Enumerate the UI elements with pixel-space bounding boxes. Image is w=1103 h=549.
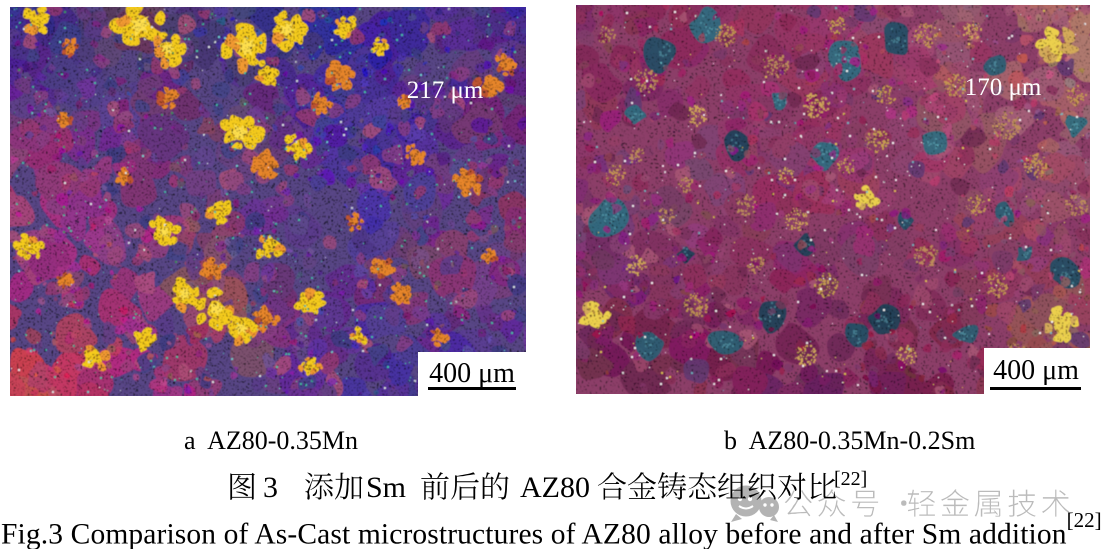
svg-text:400 μm: 400 μm — [993, 355, 1079, 386]
svg-text:217 μm: 217 μm — [407, 77, 484, 104]
svg-text:400 μm: 400 μm — [429, 358, 515, 389]
svg-text:Sm: Sm — [366, 471, 406, 504]
svg-text:AZ80: AZ80 — [520, 471, 590, 504]
svg-text:[22]: [22] — [834, 468, 867, 490]
svg-text:3: 3 — [263, 471, 278, 504]
svg-text:170 μm: 170 μm — [965, 74, 1042, 101]
